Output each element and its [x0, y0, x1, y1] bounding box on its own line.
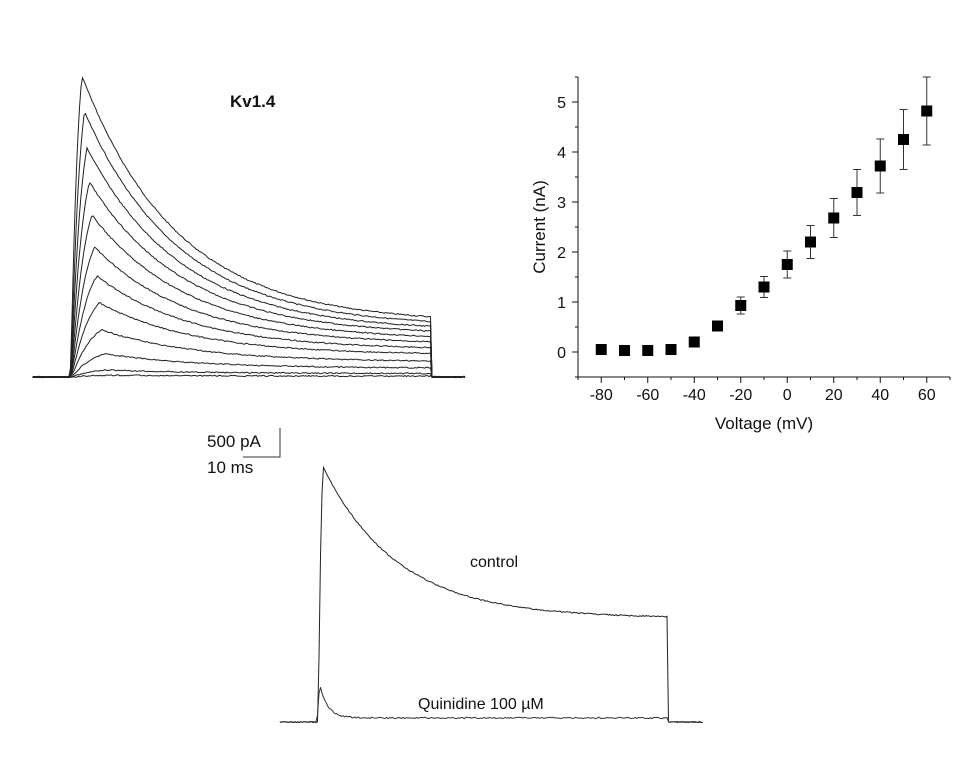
- x-tick-label: -60: [636, 387, 659, 404]
- data-point: [642, 345, 654, 356]
- data-point: [781, 259, 793, 270]
- y-tick-label: 0: [557, 345, 566, 362]
- data-point: [595, 344, 607, 355]
- x-tick-label: -40: [683, 387, 706, 404]
- current-trace: [32, 328, 466, 379]
- y-axis-label: Current (nA): [530, 180, 549, 274]
- data-point: [735, 300, 747, 311]
- quinidine-trace: [279, 687, 704, 724]
- iv-plot: -80 -60 -40 -20 0 20 40 60 0 1 2 3 4 5 Voltage (mV) C…: [530, 76, 951, 433]
- quinidine-traces-panel: [279, 465, 704, 724]
- data-point: [874, 160, 886, 172]
- scale-bar-time-label: 10 ms: [207, 458, 253, 477]
- scale-bar-current-label: 500 pA: [207, 432, 262, 451]
- x-tick-label: -80: [590, 387, 613, 404]
- current-trace: [32, 353, 466, 379]
- data-point: [828, 212, 840, 224]
- x-tick-label: -20: [729, 387, 752, 404]
- control-trace: [279, 465, 704, 724]
- data-point: [712, 320, 723, 332]
- data-point: [805, 236, 816, 248]
- x-tick-label: 40: [871, 387, 889, 404]
- data-point: [898, 134, 909, 145]
- y-tick-label: 5: [557, 95, 566, 112]
- current-trace: [32, 275, 466, 379]
- current-trace: [32, 302, 466, 379]
- x-tick-label: 0: [783, 387, 792, 404]
- current-trace: [32, 182, 466, 379]
- series-label-quinidine: Quinidine 100 µM: [418, 696, 544, 713]
- y-tick-label: 4: [557, 145, 566, 162]
- data-point: [851, 187, 863, 198]
- y-tick-label: 1: [557, 295, 566, 312]
- current-trace: [32, 369, 466, 379]
- scale-bar: 500 pA 10 ms: [207, 428, 281, 477]
- y-tick-label: 3: [557, 195, 566, 212]
- current-trace: [32, 76, 466, 379]
- kv14-traces-panel: [32, 76, 466, 379]
- y-tick-label: 2: [557, 245, 566, 262]
- data-point: [688, 336, 700, 348]
- series-label-control: control: [470, 554, 518, 571]
- current-trace: [32, 146, 465, 379]
- panel-title: Kv1.4: [230, 92, 276, 111]
- data-point: [619, 345, 630, 356]
- current-trace: [32, 215, 466, 379]
- scale-bar-lines: [243, 428, 281, 458]
- data-point: [665, 344, 677, 355]
- x-axis-label: Voltage (mV): [715, 414, 813, 433]
- data-point: [758, 281, 770, 293]
- x-tick-label: 20: [825, 387, 843, 404]
- current-trace: [32, 246, 466, 379]
- data-point: [921, 105, 933, 117]
- current-trace: [32, 374, 466, 379]
- x-tick-label: 60: [918, 387, 936, 404]
- current-trace: [32, 112, 466, 379]
